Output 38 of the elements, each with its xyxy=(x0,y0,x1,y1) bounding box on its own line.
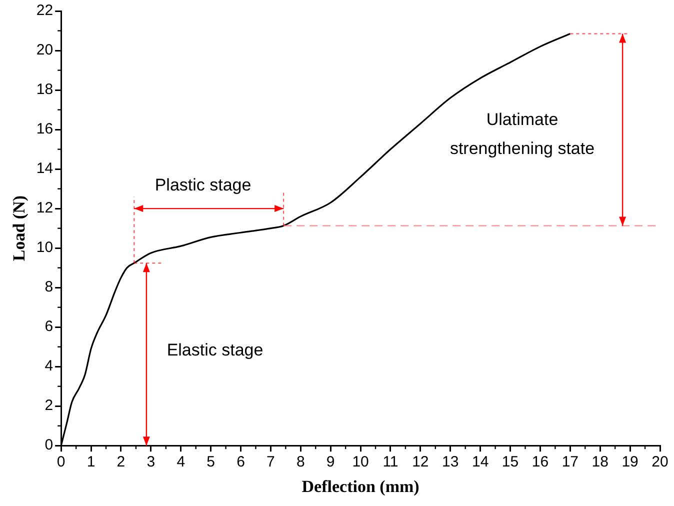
x-tick-label: 6 xyxy=(236,454,245,471)
y-tick-label: 20 xyxy=(36,42,54,59)
y-tick-label: 16 xyxy=(36,120,54,138)
y-tick-label: 6 xyxy=(44,318,54,336)
x-tick-label: 9 xyxy=(326,454,335,471)
y-tick-label: 12 xyxy=(36,200,54,217)
x-tick-label: 17 xyxy=(562,454,579,471)
x-tick-label: 8 xyxy=(296,454,305,471)
x-tick-label: 14 xyxy=(472,454,489,471)
annotation: Elastic stage xyxy=(166,340,264,360)
x-tick-label: 12 xyxy=(412,454,429,471)
y-tick-label: 14 xyxy=(36,160,54,178)
x-tick-label: 16 xyxy=(532,454,549,471)
x-tick-label: 2 xyxy=(116,454,126,471)
x-tick-label: 10 xyxy=(352,454,369,471)
y-tick-label: 22 xyxy=(36,2,54,20)
annotation: Plastic stage xyxy=(154,175,252,194)
x-tick-label: 19 xyxy=(622,454,638,471)
x-axis-title: Deflection (mm) xyxy=(302,477,420,496)
y-tick-label: 8 xyxy=(44,278,54,296)
x-tick-label: 15 xyxy=(502,454,519,471)
x-tick-label: 4 xyxy=(176,454,186,471)
y-tick-label: 0 xyxy=(44,436,54,454)
y-tick-label: 2 xyxy=(44,397,54,414)
x-tick-label: 20 xyxy=(652,454,668,471)
y-tick-label: 10 xyxy=(36,239,54,256)
x-tick-label: 13 xyxy=(442,454,459,471)
annotation: Ulatimate strengthening state xyxy=(450,110,595,158)
x-tick-label: 7 xyxy=(266,454,275,471)
x-tick-label: 3 xyxy=(146,454,156,471)
x-tick-label: 5 xyxy=(206,454,215,471)
x-tick-label: 0 xyxy=(56,454,66,471)
y-axis-title: Load (N) xyxy=(10,195,29,262)
x-tick-label: 18 xyxy=(592,454,608,471)
x-tick-label: 11 xyxy=(382,454,398,471)
y-tick-label: 4 xyxy=(44,358,54,375)
y-tick-label: 18 xyxy=(36,81,54,98)
x-tick-label: 1 xyxy=(86,454,96,471)
